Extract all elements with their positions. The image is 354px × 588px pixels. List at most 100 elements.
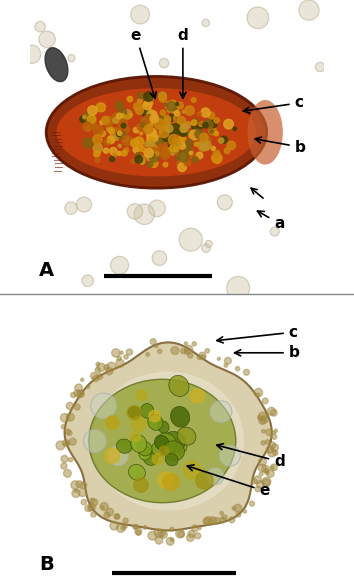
Circle shape <box>155 536 163 544</box>
Circle shape <box>183 462 201 479</box>
Circle shape <box>184 350 189 355</box>
Circle shape <box>273 431 276 434</box>
Circle shape <box>137 156 145 163</box>
Circle shape <box>203 122 208 128</box>
Circle shape <box>87 115 96 123</box>
Circle shape <box>77 390 84 397</box>
Circle shape <box>202 19 210 26</box>
Circle shape <box>140 132 143 135</box>
Circle shape <box>177 116 185 125</box>
Circle shape <box>129 113 132 116</box>
Circle shape <box>97 373 103 379</box>
Circle shape <box>138 92 144 99</box>
Circle shape <box>123 110 132 119</box>
Circle shape <box>179 142 186 149</box>
Circle shape <box>234 505 242 512</box>
Circle shape <box>142 109 150 118</box>
Circle shape <box>114 135 120 140</box>
Circle shape <box>196 132 201 136</box>
Circle shape <box>138 99 142 103</box>
Circle shape <box>198 527 201 530</box>
Text: c: c <box>217 325 298 343</box>
Circle shape <box>146 128 156 138</box>
Circle shape <box>82 275 93 286</box>
Circle shape <box>167 108 171 112</box>
Circle shape <box>271 464 278 470</box>
Circle shape <box>195 533 201 539</box>
Circle shape <box>163 115 171 123</box>
Circle shape <box>74 404 80 410</box>
Circle shape <box>86 385 90 388</box>
Circle shape <box>170 143 179 153</box>
Circle shape <box>179 228 202 251</box>
Circle shape <box>160 118 169 128</box>
Circle shape <box>141 123 146 128</box>
Circle shape <box>161 131 172 142</box>
Circle shape <box>174 119 181 126</box>
Circle shape <box>144 148 153 158</box>
Circle shape <box>199 122 202 125</box>
Ellipse shape <box>163 432 185 452</box>
Circle shape <box>147 115 151 119</box>
Circle shape <box>114 514 119 519</box>
Circle shape <box>143 526 147 529</box>
Circle shape <box>147 110 157 121</box>
Circle shape <box>131 416 146 431</box>
Circle shape <box>171 129 177 136</box>
Circle shape <box>190 389 205 403</box>
Circle shape <box>83 115 86 119</box>
Circle shape <box>113 117 119 123</box>
Circle shape <box>199 352 206 359</box>
Circle shape <box>195 130 204 139</box>
Circle shape <box>154 529 163 537</box>
Circle shape <box>162 130 166 134</box>
Circle shape <box>104 512 110 518</box>
Circle shape <box>134 137 144 146</box>
Circle shape <box>264 469 268 472</box>
Circle shape <box>155 152 159 156</box>
Circle shape <box>266 429 272 436</box>
Circle shape <box>254 476 261 483</box>
Circle shape <box>110 522 119 530</box>
Circle shape <box>123 518 128 523</box>
Circle shape <box>110 157 115 162</box>
Circle shape <box>202 244 210 252</box>
Circle shape <box>97 363 105 372</box>
Circle shape <box>131 5 149 24</box>
Circle shape <box>144 125 153 133</box>
Circle shape <box>185 106 194 115</box>
Circle shape <box>149 152 159 162</box>
Ellipse shape <box>152 442 165 456</box>
Polygon shape <box>64 342 272 530</box>
Circle shape <box>67 430 72 436</box>
Circle shape <box>100 120 104 125</box>
Circle shape <box>84 430 106 452</box>
Circle shape <box>140 157 143 161</box>
Text: B: B <box>39 555 53 574</box>
Ellipse shape <box>129 465 145 480</box>
Circle shape <box>101 506 104 509</box>
Circle shape <box>250 501 255 506</box>
Circle shape <box>114 128 118 132</box>
Circle shape <box>299 0 319 20</box>
Circle shape <box>161 147 171 156</box>
Circle shape <box>196 472 213 489</box>
Circle shape <box>159 136 166 143</box>
Circle shape <box>85 505 92 512</box>
Text: d: d <box>217 444 285 469</box>
Circle shape <box>66 402 74 410</box>
Ellipse shape <box>165 453 178 466</box>
Ellipse shape <box>137 441 152 456</box>
Circle shape <box>217 358 220 360</box>
Circle shape <box>104 116 113 125</box>
Circle shape <box>168 115 175 122</box>
Circle shape <box>209 517 216 524</box>
Circle shape <box>63 469 71 477</box>
Circle shape <box>118 131 126 140</box>
Circle shape <box>257 393 260 396</box>
Circle shape <box>80 482 87 489</box>
Circle shape <box>192 342 196 346</box>
Circle shape <box>88 106 97 115</box>
Circle shape <box>220 512 223 515</box>
Circle shape <box>262 465 269 473</box>
